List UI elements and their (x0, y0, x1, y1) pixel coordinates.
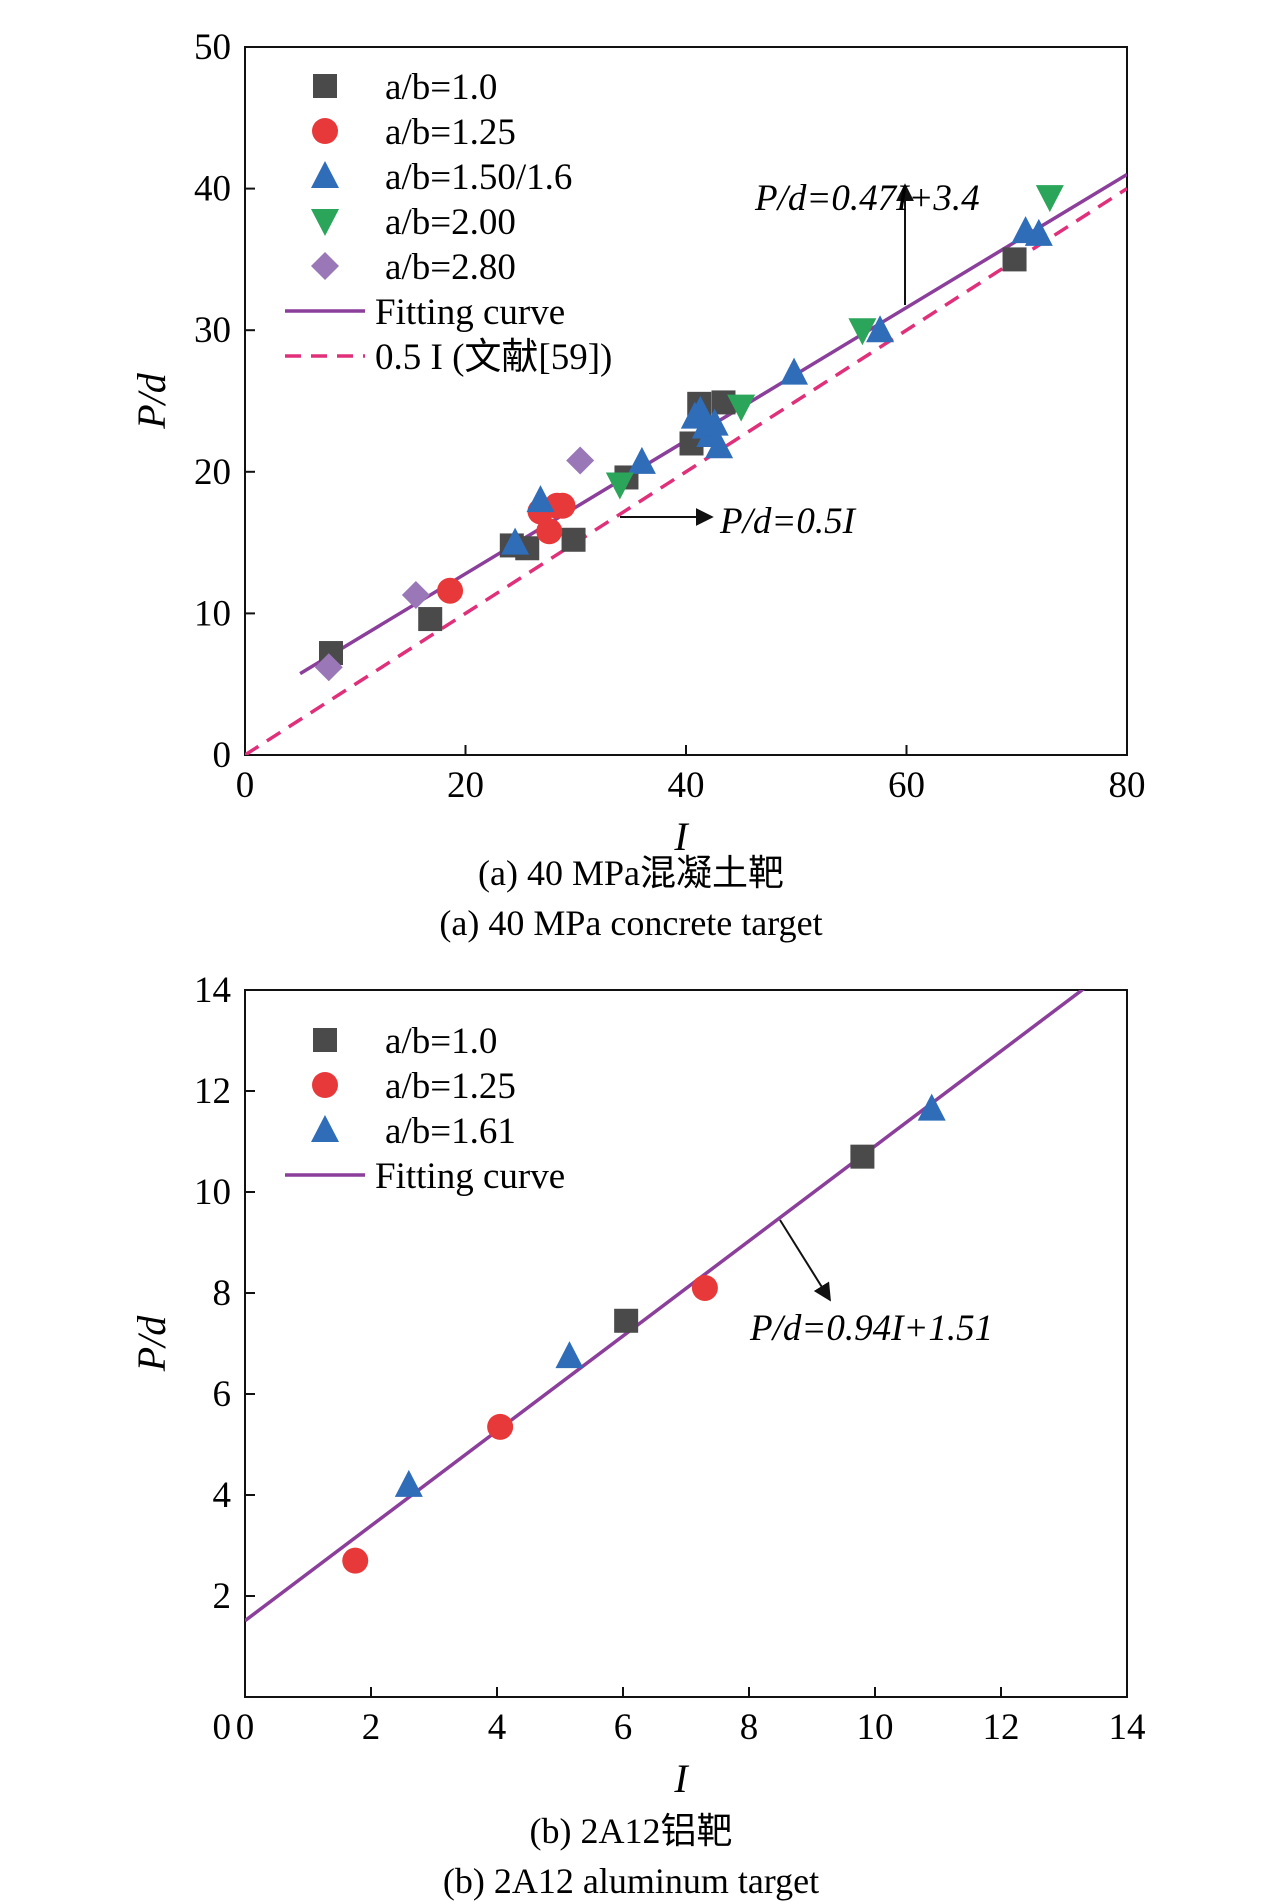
x-tick-label: 80 (1109, 765, 1146, 806)
caption-en: (b) 2A12 aluminum target (443, 1861, 819, 1901)
legend-label: a/b=2.80 (385, 247, 516, 288)
caption-cn: (b) 2A12铝靶 (530, 1811, 733, 1851)
data-point (394, 1469, 423, 1497)
x-tick-label: 8 (740, 1707, 759, 1748)
data-point (555, 1341, 584, 1369)
legend-marker (311, 1115, 339, 1142)
fitting-line (245, 990, 1086, 1623)
x-tick-label: 14 (1109, 1707, 1146, 1748)
legend-label: Fitting curve (375, 1156, 565, 1197)
x-axis-label: I (673, 1756, 689, 1801)
x-tick-label: 2 (362, 1707, 381, 1748)
annotation-text: P/d=0.94I+1.51 (749, 1308, 993, 1349)
data-point (691, 1274, 718, 1301)
y-tick-label: 0 (213, 735, 232, 776)
annotation-text: P/d=0.5I (719, 501, 857, 542)
data-point (561, 527, 586, 552)
data-point (437, 577, 464, 604)
x-axis-label: I (673, 814, 689, 859)
data-point (850, 1144, 875, 1169)
plot-frame (244, 46, 1128, 756)
data-point (627, 446, 656, 474)
legend-marker (311, 252, 339, 280)
x-tick-label: 10 (857, 1707, 894, 1748)
plot-frame (244, 989, 1128, 1698)
data-point (487, 1413, 514, 1440)
reference-line (245, 187, 1127, 755)
data-point (526, 485, 555, 513)
data-point (727, 394, 756, 422)
y-tick-label: 10 (194, 1172, 231, 1213)
legend-marker (312, 118, 338, 144)
data-point (401, 580, 430, 609)
legend-marker (313, 74, 337, 98)
legend-label: a/b=1.0 (385, 1021, 497, 1062)
data-point (917, 1093, 946, 1121)
legend-marker (311, 161, 339, 188)
y-tick-label: 40 (194, 169, 231, 210)
y-tick-label: 20 (194, 452, 231, 493)
data-point (314, 653, 343, 682)
data-point (866, 315, 895, 343)
data-point (566, 446, 595, 475)
data-point (342, 1547, 369, 1574)
chart-panel-a: 0 20 40 60 8001020304050IP/da/b=1.0a/b=1.25a… (129, 27, 1146, 943)
chart-panel-b: 0 2 4 6 8 10 12 14 2 4 6 8 10 12 14 0 I P/d a/b=1.0a/b=1.2… (129, 970, 1146, 1901)
x-tick-label: 4 (488, 1707, 507, 1748)
legend-label: a/b=1.0 (385, 67, 497, 108)
caption-cn: (a) 40 MPa混凝土靶 (478, 853, 784, 893)
x-tick-label: 60 (888, 765, 925, 806)
legend-label: a/b=2.00 (385, 202, 516, 243)
data-point (614, 1308, 639, 1333)
data-point (780, 357, 809, 385)
data-point (705, 431, 734, 459)
data-point (418, 607, 443, 632)
caption-en: (a) 40 MPa concrete target (439, 903, 822, 943)
data-point (848, 318, 877, 346)
data-point (549, 492, 576, 519)
legend-label: a/b=1.25 (385, 1066, 516, 1107)
annotation-arrow (779, 1219, 831, 1302)
y-tick-label: 4 (213, 1475, 232, 1516)
legend-label: Fitting curve (375, 292, 565, 333)
legend-marker (311, 209, 339, 236)
legend-label: a/b=1.50/1.6 (385, 157, 572, 198)
y-axis-label: P/d (129, 1315, 174, 1373)
legend-label: a/b=1.61 (385, 1111, 516, 1152)
y-tick-label: 50 (194, 27, 231, 68)
y-axis-label: P/d (129, 372, 174, 430)
y-tick-label: 8 (213, 1273, 232, 1314)
legend-marker (313, 1028, 337, 1052)
x-tick-label: 12 (983, 1707, 1020, 1748)
origin-label: 0 (213, 1707, 232, 1748)
legend-marker (312, 1072, 338, 1098)
data-point (501, 527, 530, 555)
x-tick-label: 0 (236, 765, 255, 806)
legend-label: a/b=1.25 (385, 112, 516, 153)
y-tick-label: 30 (194, 310, 231, 351)
legend-label: 0.5 I (文献[59]) (375, 336, 612, 378)
data-point (605, 472, 634, 500)
data-point (1002, 247, 1027, 272)
data-point (1024, 218, 1053, 246)
x-tick-label: 20 (447, 765, 484, 806)
y-tick-label: 12 (194, 1071, 231, 1112)
y-tick-label: 2 (213, 1576, 232, 1617)
data-point (1035, 185, 1064, 213)
data-point (536, 518, 563, 545)
y-tick-label: 10 (194, 593, 231, 634)
data-point (700, 408, 729, 436)
y-tick-label: 14 (194, 970, 231, 1011)
annotation-text: P/d=0.47I+3.4 (754, 178, 980, 219)
x-tick-label: 0 (236, 1707, 255, 1748)
y-tick-label: 6 (213, 1374, 232, 1415)
x-tick-label: 6 (614, 1707, 633, 1748)
x-tick-label: 40 (668, 765, 705, 806)
